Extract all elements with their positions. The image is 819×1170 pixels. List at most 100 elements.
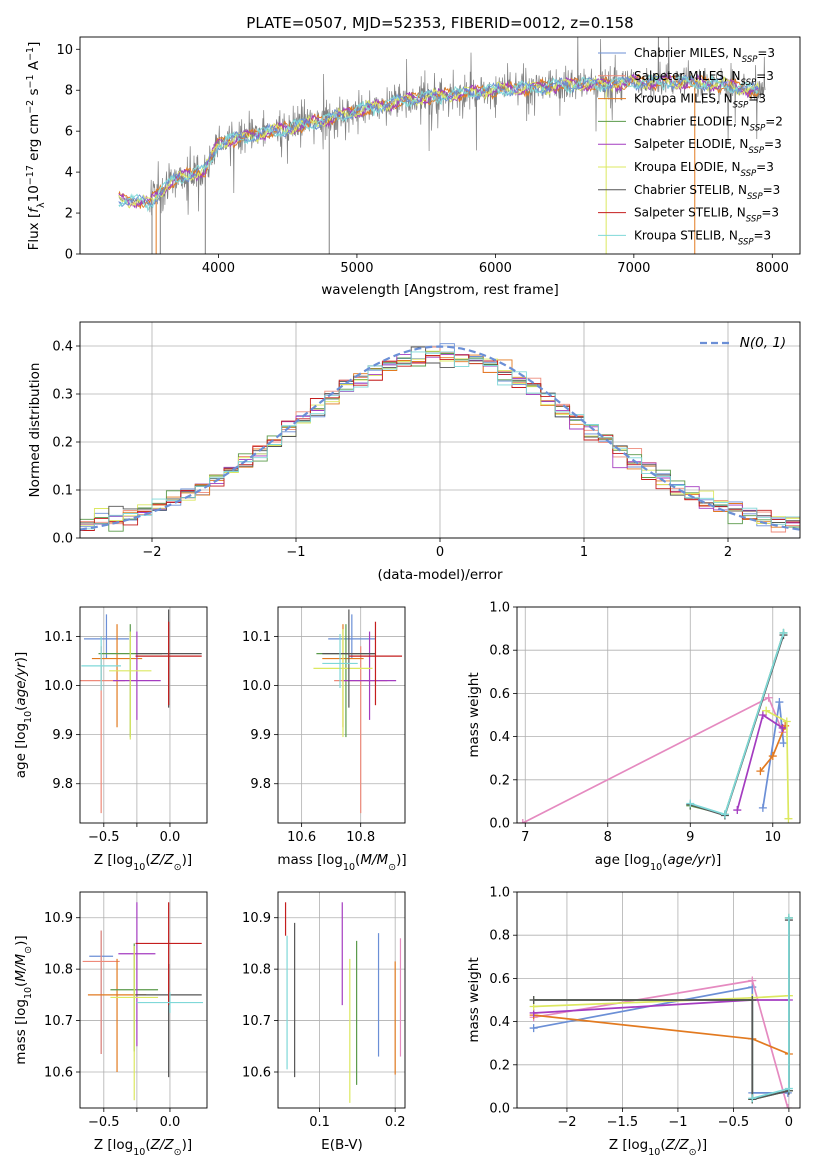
x-tick-label: −1.5 bbox=[607, 1115, 639, 1130]
errorbar-kroupa-stelib bbox=[322, 634, 358, 688]
axes-frame bbox=[277, 606, 406, 824]
x-tick-label: 10.6 bbox=[287, 830, 316, 845]
label-part: −1 bbox=[25, 47, 36, 61]
plot-area bbox=[529, 913, 793, 1108]
weight-marker bbox=[748, 976, 757, 985]
y-tick-label: 1.0 bbox=[489, 886, 510, 901]
ticks bbox=[76, 345, 729, 542]
label-part: ( bbox=[662, 852, 667, 868]
label-part: ( bbox=[13, 982, 29, 987]
y-tick-label: 9.9 bbox=[250, 728, 271, 743]
y-tick-label: 10.1 bbox=[242, 630, 271, 645]
weight-marker bbox=[784, 814, 793, 823]
panel-weight_vs_age: 7 8 9 10 0.0 0.2 0.4 0.6 0.8 1.0 bbox=[489, 601, 801, 845]
axes-frame bbox=[79, 321, 801, 539]
model-spectrum-kroupa-elodie bbox=[118, 73, 759, 209]
residuals-y-axis-label: Normed distribution bbox=[27, 363, 43, 498]
label-part: Z/Z bbox=[150, 852, 175, 868]
errorbar-kroupa-elodie bbox=[313, 629, 373, 738]
histogram-kroupa-stelib bbox=[80, 351, 800, 530]
y-tick-label: 0.2 bbox=[52, 436, 73, 451]
age-mass-x-axis-label: mass [log10(M/M⊙)] bbox=[277, 852, 406, 873]
weight-marker bbox=[518, 819, 527, 823]
legend-text: Kroupa ELODIE, N bbox=[634, 160, 741, 174]
x-tick-label: −0.5 bbox=[88, 1115, 120, 1130]
y-tick-label: 0.8 bbox=[489, 929, 510, 944]
errorbar-salpeter-elodie bbox=[342, 631, 397, 720]
label-part: )] bbox=[182, 852, 193, 868]
axes-frame bbox=[516, 606, 801, 824]
weight-marker bbox=[720, 810, 729, 819]
x-tick-label: 0.0 bbox=[160, 1115, 181, 1130]
plot-area bbox=[313, 609, 403, 814]
x-tick-label: 2 bbox=[724, 545, 732, 560]
legend-label: Salpeter STELIB, NSSP=3 bbox=[634, 206, 779, 225]
legend-text: =3 bbox=[756, 160, 774, 174]
y-tick-label: 6 bbox=[65, 125, 73, 140]
legend-label: Chabrier ELODIE, NSSP=2 bbox=[634, 114, 783, 133]
ticks bbox=[274, 917, 396, 1112]
legend-text: =3 bbox=[757, 46, 775, 60]
weight-marker bbox=[748, 1094, 757, 1103]
legend-text: Chabrier STELIB, N bbox=[634, 183, 747, 197]
label-part: ( bbox=[145, 852, 150, 868]
age-z-y-axis-label: age [log10(age/yr)] bbox=[13, 652, 34, 778]
weight-line-pink bbox=[522, 696, 784, 823]
errorbar-salpeter-elodie bbox=[113, 631, 161, 720]
legend-subscript: SSP bbox=[747, 192, 763, 202]
label-part: Z/Z bbox=[665, 1137, 690, 1153]
legend-text: =2 bbox=[765, 114, 783, 128]
weight-marker bbox=[762, 706, 771, 715]
label-part: ( bbox=[660, 1137, 665, 1153]
errorbar-salpeter-stelib bbox=[135, 621, 202, 706]
residuals-x-axis-label: (data-model)/error bbox=[377, 567, 503, 583]
ticks bbox=[274, 636, 362, 827]
histogram-salpeter-miles bbox=[80, 346, 800, 533]
y-tick-label: 0.8 bbox=[489, 644, 510, 659]
legend-label: Kroupa ELODIE, NSSP=3 bbox=[634, 160, 774, 179]
x-tick-label: 10 bbox=[764, 830, 781, 845]
label-part: age [log bbox=[595, 852, 650, 868]
legend-text: Salpeter STELIB, N bbox=[634, 206, 746, 220]
legend-text: Chabrier MILES, N bbox=[634, 46, 742, 60]
x-tick-label: −0.5 bbox=[718, 1115, 750, 1130]
y-tick-label: 10.8 bbox=[242, 963, 271, 978]
x-tick-label: −1 bbox=[668, 1115, 687, 1130]
plot-area bbox=[518, 628, 793, 823]
y-tick-label: 0.3 bbox=[52, 388, 73, 403]
y-tick-label: 0 bbox=[65, 248, 73, 263]
model-spectrum-chabrier-miles bbox=[118, 74, 759, 208]
mass-z-y-axis-label: mass [log10(M/M⊙)] bbox=[13, 935, 34, 1064]
legend-text: Chabrier ELODIE, N bbox=[634, 114, 750, 128]
errorbar-salpeter-elodie bbox=[118, 902, 156, 1047]
errorbar-chabrier-miles bbox=[328, 614, 376, 659]
label-part: ( bbox=[13, 706, 29, 711]
label-part: 10 bbox=[133, 1147, 145, 1158]
label-part: erg cm bbox=[26, 114, 42, 165]
weight-line-chabrier-stelib bbox=[533, 920, 790, 1101]
label-part: s bbox=[26, 88, 42, 99]
legend-label: Kroupa STELIB, NSSP=3 bbox=[634, 228, 771, 247]
label-part: )] bbox=[182, 1137, 193, 1153]
y-tick-label: 10.9 bbox=[44, 911, 73, 926]
label-part: 10 bbox=[650, 862, 662, 873]
x-tick-label: 0.2 bbox=[385, 1115, 406, 1130]
label-part: M/M bbox=[13, 953, 29, 981]
panel-spectrum: 4000 5000 6000 7000 8000 0 2 4 6 8 10 bbox=[56, 36, 801, 276]
plot-area bbox=[284, 902, 402, 1103]
y-tick-label: 0.6 bbox=[489, 972, 510, 987]
y-tick-label: 10.0 bbox=[242, 679, 271, 694]
label-part: −1 bbox=[25, 74, 36, 88]
weight-marker bbox=[686, 799, 695, 808]
legend-text: =3 bbox=[763, 183, 781, 197]
weight-marker bbox=[775, 698, 784, 707]
label-part: Flux [ bbox=[26, 213, 42, 251]
legend-text: =3 bbox=[756, 69, 774, 83]
label-part: 10 bbox=[23, 711, 34, 723]
label-part: )] bbox=[711, 852, 722, 868]
figure-title: PLATE=0507, MJD=52353, FIBERID=0012, z=0… bbox=[246, 14, 633, 32]
weight-line-kroupa-stelib bbox=[752, 917, 790, 1100]
y-tick-label: 9.9 bbox=[52, 728, 73, 743]
legend-label: Chabrier MILES, NSSP=3 bbox=[634, 46, 775, 65]
